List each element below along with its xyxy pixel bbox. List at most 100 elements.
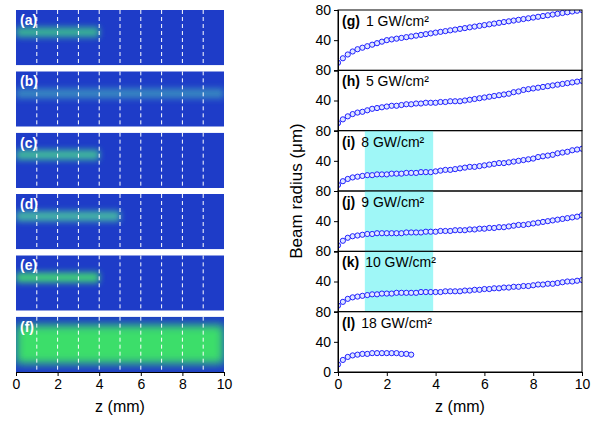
data-point — [462, 26, 467, 31]
data-point — [526, 157, 531, 162]
data-point — [570, 148, 575, 153]
panel-label: (j) — [342, 194, 355, 210]
data-point — [492, 21, 497, 26]
data-point — [399, 35, 404, 40]
plot-area — [16, 255, 224, 310]
image-panel: (e) — [16, 255, 224, 310]
data-point — [555, 151, 560, 156]
plot-area — [338, 10, 582, 65]
panel-label: (a) — [20, 12, 37, 28]
image-background — [16, 317, 224, 372]
data-point — [418, 101, 423, 106]
grid-line — [36, 317, 37, 372]
data-point — [438, 29, 443, 34]
tick: 80 — [315, 304, 338, 320]
data-point — [365, 351, 370, 356]
data-point — [477, 23, 482, 28]
plot-area — [338, 191, 582, 251]
tick: 6 — [481, 372, 489, 392]
plot-area — [338, 251, 582, 311]
plot-area — [16, 71, 224, 126]
data-point — [389, 291, 394, 296]
data-point — [462, 98, 467, 103]
data-point — [540, 84, 545, 89]
tick-mark — [334, 161, 338, 162]
grid-line — [78, 317, 79, 372]
tick-label: 80 — [315, 123, 331, 139]
axis-line — [334, 11, 339, 71]
data-point — [550, 218, 555, 223]
grid-line — [57, 10, 58, 65]
tick-mark — [334, 70, 338, 71]
tick: 10 — [575, 372, 591, 392]
plot-frame — [338, 131, 582, 191]
data-point — [350, 234, 355, 239]
data-point — [360, 173, 365, 178]
data-point — [560, 280, 565, 285]
data-point — [355, 174, 360, 179]
grid-line — [99, 133, 100, 188]
data-point — [477, 96, 482, 101]
axis-line — [334, 192, 339, 252]
data-point — [477, 287, 482, 292]
grid-line — [57, 133, 58, 188]
axis: 0246810 — [13, 372, 233, 392]
data-point — [457, 26, 462, 31]
axis: 4080 — [315, 243, 338, 312]
grid-line — [182, 194, 183, 249]
data-point — [535, 85, 540, 90]
tick-label: 80 — [315, 2, 331, 18]
grid-line — [140, 71, 141, 126]
data-point — [565, 10, 570, 15]
data-point — [545, 153, 550, 158]
data-point — [535, 154, 540, 159]
grid-line — [161, 133, 162, 188]
panel-label: (b) — [20, 73, 38, 89]
data-point — [457, 99, 462, 104]
data-point — [521, 222, 526, 227]
data-point — [404, 35, 409, 40]
data-point — [350, 353, 355, 358]
data-point — [545, 13, 550, 18]
data-point — [521, 16, 526, 21]
data-point — [355, 352, 360, 357]
image-panel: (a) — [16, 10, 224, 65]
data-point — [409, 34, 414, 39]
image-panel: (b) — [16, 71, 224, 126]
image-panel: (d) — [16, 194, 224, 249]
scatter-panel: 4080(i)8 GW/cm² — [315, 123, 584, 192]
data-point — [550, 281, 555, 286]
data-point — [526, 222, 531, 227]
data-point — [453, 27, 458, 32]
data-point — [560, 150, 565, 155]
data-point — [467, 25, 472, 30]
grid-line — [78, 133, 79, 188]
data-point — [374, 105, 379, 110]
axis-line — [334, 131, 339, 191]
tick: 10 — [217, 372, 233, 392]
tick: 40 — [315, 92, 338, 108]
axis-line — [17, 373, 225, 377]
data-point — [428, 170, 433, 175]
scatter-panel: 4080(k)10 GW/cm² — [315, 243, 584, 312]
plot-area — [338, 351, 414, 368]
data-point — [438, 168, 443, 173]
data-point — [516, 284, 521, 289]
data-point — [560, 10, 565, 15]
beam — [16, 211, 120, 221]
tick: 80 — [315, 2, 338, 18]
image-panel: (c) — [16, 133, 224, 188]
data-point — [433, 30, 438, 35]
tick-mark — [334, 251, 338, 252]
grid-line — [140, 194, 141, 249]
axis: 04080 — [315, 304, 338, 380]
data-point — [540, 154, 545, 159]
data-point — [511, 159, 516, 164]
data-point — [467, 97, 472, 102]
grid-line — [161, 194, 162, 249]
image-panel: (f)0246810z (mm) — [13, 317, 233, 415]
data-point — [511, 18, 516, 23]
tick-mark — [334, 40, 338, 41]
grid-line — [140, 317, 141, 372]
data-point — [560, 216, 565, 221]
